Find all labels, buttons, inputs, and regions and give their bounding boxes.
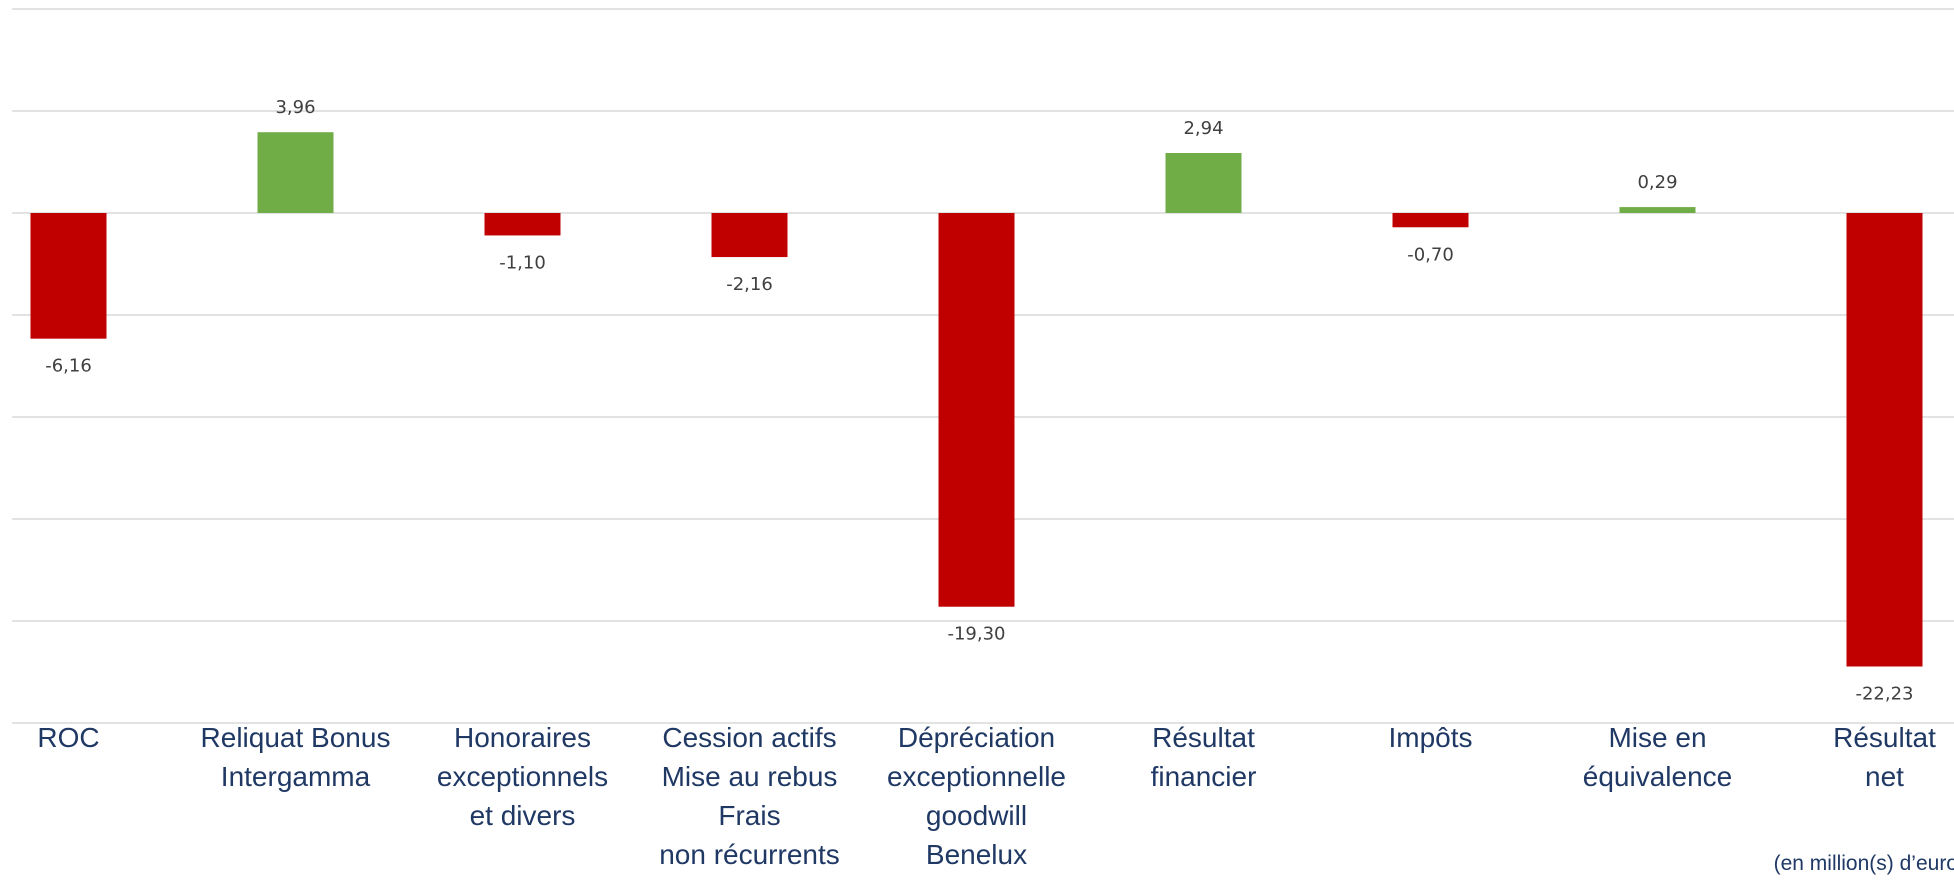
bar <box>30 213 107 339</box>
value-label: -19,30 <box>947 624 1005 645</box>
bar <box>257 132 334 213</box>
x-tick-label: Résultat net <box>1833 722 1936 792</box>
bar <box>484 213 561 236</box>
value-label: -6,16 <box>45 356 92 377</box>
bar <box>711 213 788 258</box>
bar <box>1846 213 1923 667</box>
x-tick-label: Reliquat Bonus Intergamma <box>200 722 391 792</box>
bar <box>1392 213 1469 228</box>
x-tick-label: Cession actifs Mise au rebus Frais non r… <box>659 722 840 870</box>
value-label: -1,10 <box>499 252 546 273</box>
value-label: -2,16 <box>726 274 773 295</box>
x-tick-label: Impôts <box>1388 722 1473 753</box>
value-label: -22,23 <box>1855 683 1913 704</box>
value-label: 3,96 <box>275 97 315 118</box>
bar <box>1619 207 1696 213</box>
value-label: -0,70 <box>1407 244 1454 265</box>
value-label: 0,29 <box>1637 172 1677 193</box>
x-tick-label: Honoraires exceptionnels et divers <box>436 722 609 831</box>
bar <box>938 213 1015 607</box>
x-tick-label: Dépréciation exceptionnelle goodwill Ben… <box>886 722 1067 870</box>
value-label: 2,94 <box>1183 118 1223 139</box>
bar <box>1165 153 1242 213</box>
x-tick-label: Résultat financier <box>1150 722 1257 792</box>
x-tick-label: ROC <box>37 722 100 753</box>
x-tick-label: Mise en équivalence <box>1582 722 1733 792</box>
unit-note: (en million(s) d’euro <box>1773 852 1954 875</box>
